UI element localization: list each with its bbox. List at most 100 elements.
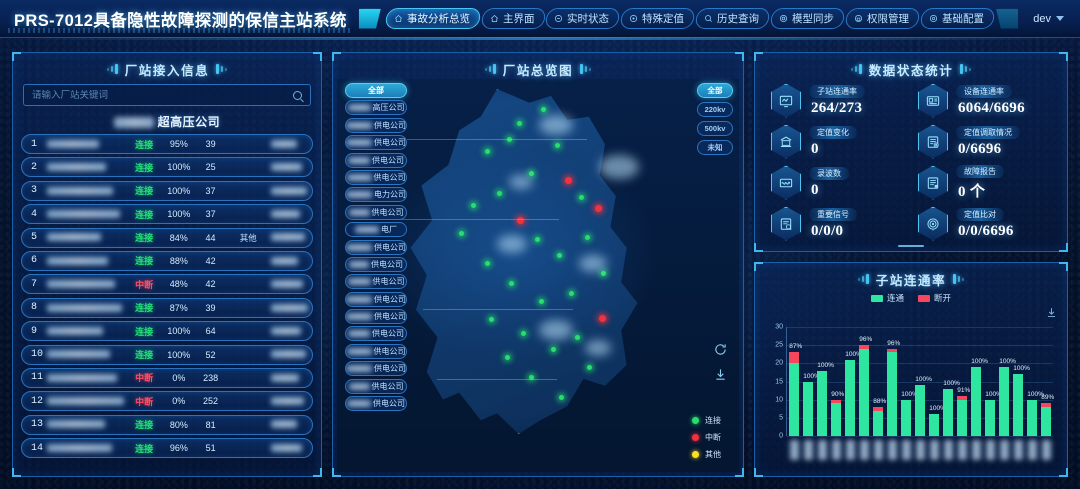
bar-column[interactable]: 100% xyxy=(913,327,932,436)
stat-item[interactable]: 子站连通率 264/273 xyxy=(765,81,910,120)
bar-column[interactable]: 100% xyxy=(1011,327,1030,436)
bar-column[interactable]: 100% xyxy=(815,327,834,436)
stat-item[interactable]: 定值调取情况 0/6696 xyxy=(912,122,1057,161)
bar-column[interactable]: 100% xyxy=(843,327,862,436)
table-row[interactable]: 10 连接 100% 52 xyxy=(21,344,313,365)
map-station-dot[interactable] xyxy=(585,235,590,240)
map-station-dot[interactable] xyxy=(459,231,464,236)
bar-column[interactable]: 89% xyxy=(1039,327,1054,436)
bar-column[interactable]: 90% xyxy=(829,327,844,436)
map-company-item[interactable]: 供电公司 xyxy=(345,309,407,325)
map-station-dot[interactable] xyxy=(551,347,556,352)
map-company-item[interactable]: 电力公司 xyxy=(345,187,407,203)
map-company-item[interactable]: 供电公司 xyxy=(345,326,407,342)
map-station-dot[interactable] xyxy=(565,177,572,184)
tab-model-sync[interactable]: 模型同步 xyxy=(769,8,846,29)
map-station-dot[interactable] xyxy=(579,195,584,200)
bar-column[interactable]: 100% xyxy=(997,327,1016,436)
table-row[interactable]: 1 连接 95% 39 xyxy=(21,134,313,154)
map-station-dot[interactable] xyxy=(471,203,476,208)
search-icon[interactable] xyxy=(293,90,302,100)
table-row[interactable]: 11 中断 0% 238 xyxy=(21,367,313,388)
search-input[interactable] xyxy=(32,89,293,101)
map-station-dot[interactable] xyxy=(595,205,602,212)
map-station-dot[interactable] xyxy=(509,281,514,286)
download-icon[interactable] xyxy=(1046,305,1057,323)
map-company-item[interactable]: 供电公司 xyxy=(345,169,407,185)
map-company-item[interactable]: 供电公司 xyxy=(345,135,407,151)
map-station-dot[interactable] xyxy=(539,299,544,304)
map-company-item[interactable]: 供电公司 xyxy=(345,343,407,359)
map-station-dot[interactable] xyxy=(575,335,580,340)
bar-column[interactable]: 88% xyxy=(871,327,886,436)
stat-item[interactable]: 故障报告 0 个 xyxy=(912,163,1057,202)
table-row[interactable]: 7 中断 48% 42 xyxy=(21,274,313,295)
map-station-dot[interactable] xyxy=(559,395,564,400)
bar-column[interactable]: 91% xyxy=(955,327,970,436)
bar-column[interactable]: 100% xyxy=(941,327,960,436)
map-station-dot[interactable] xyxy=(489,317,494,322)
map-company-item[interactable]: 供电公司 xyxy=(345,239,407,255)
map-station-dot[interactable] xyxy=(505,355,510,360)
map-company-item[interactable]: 供电公司 xyxy=(345,274,407,290)
voltage-filter-220kv[interactable]: 220kv xyxy=(697,102,733,117)
table-row[interactable]: 13 连接 80% 81 xyxy=(21,414,313,435)
bar-column[interactable]: 96% xyxy=(857,327,872,436)
map-station-dot[interactable] xyxy=(485,149,490,154)
map-station-dot[interactable] xyxy=(485,261,490,266)
chart-legend-item[interactable]: 连通 xyxy=(870,292,904,304)
table-row[interactable]: 3 连接 100% 37 xyxy=(21,180,313,201)
bar-column[interactable]: 100% xyxy=(899,327,918,436)
map-station-dot[interactable] xyxy=(599,315,606,322)
map-company-item[interactable]: 供电公司 xyxy=(345,204,407,220)
tab-basic-config[interactable]: 基础配置 xyxy=(919,8,996,29)
map-station-dot[interactable] xyxy=(569,291,574,296)
voltage-filter-500kv[interactable]: 500kv xyxy=(697,121,733,136)
table-row[interactable]: 12 中断 0% 252 xyxy=(21,391,313,412)
tab-main-interface[interactable]: 主界面 xyxy=(480,8,546,29)
tab-history-query[interactable]: 历史查询 xyxy=(694,8,771,29)
map-station-dot[interactable] xyxy=(517,217,524,224)
map-company-item[interactable]: 供电公司 xyxy=(345,256,407,272)
table-row[interactable]: 8 连接 87% 39 xyxy=(21,297,313,318)
map-station-dot[interactable] xyxy=(587,365,592,370)
tab-permission-management[interactable]: 权限管理 xyxy=(844,8,921,29)
map-company-item[interactable]: 供电公司 xyxy=(345,378,407,394)
map-station-dot[interactable] xyxy=(521,331,526,336)
map-company-item[interactable]: 电厂 xyxy=(345,222,407,238)
station-search-box[interactable] xyxy=(23,84,311,106)
bar-column[interactable]: 100% xyxy=(927,327,946,436)
map-station-dot[interactable] xyxy=(497,191,502,196)
bar-column[interactable]: 100% xyxy=(801,327,820,436)
stat-item[interactable]: 重要信号 0/0/0 xyxy=(765,204,910,243)
map-company-item[interactable]: 全部 xyxy=(345,83,407,98)
bar-column[interactable]: 96% xyxy=(885,327,900,436)
table-row[interactable]: 14 连接 96% 51 xyxy=(21,438,313,459)
map-station-dot[interactable] xyxy=(541,107,546,112)
map-company-item[interactable]: 供电公司 xyxy=(345,396,407,412)
map-station-dot[interactable] xyxy=(601,271,606,276)
stat-item[interactable]: 录波数 0 xyxy=(765,163,910,202)
map-company-item[interactable]: 供电公司 xyxy=(345,361,407,377)
map-company-item[interactable]: 供电公司 xyxy=(345,117,407,133)
stat-item[interactable]: 设备连通率 6064/6696 xyxy=(912,81,1057,120)
map-station-dot[interactable] xyxy=(557,253,562,258)
voltage-filter-未知[interactable]: 未知 xyxy=(697,140,733,155)
bar-column[interactable]: 100% xyxy=(1025,327,1044,436)
map-station-dot[interactable] xyxy=(507,137,512,142)
table-row[interactable]: 6 连接 88% 42 xyxy=(21,250,313,271)
map-station-dot[interactable] xyxy=(529,171,534,176)
table-row[interactable]: 4 连接 100% 37 xyxy=(21,204,313,225)
tab-realtime-status[interactable]: 实时状态 xyxy=(544,8,621,29)
download-icon[interactable] xyxy=(714,368,727,381)
table-row[interactable]: 9 连接 100% 64 xyxy=(21,321,313,342)
map-station-dot[interactable] xyxy=(517,121,522,126)
map-station-dot[interactable] xyxy=(529,375,534,380)
tab-special-setting[interactable]: 特殊定值 xyxy=(619,8,696,29)
user-menu[interactable]: dev xyxy=(1033,13,1064,25)
stat-item[interactable]: 定值比对 0/0/6696 xyxy=(912,204,1057,243)
map-station-dot[interactable] xyxy=(535,237,540,242)
stat-item[interactable]: 定值变化 0 xyxy=(765,122,910,161)
table-row[interactable]: 2 连接 100% 25 xyxy=(21,157,313,178)
map-station-dot[interactable] xyxy=(555,143,560,148)
